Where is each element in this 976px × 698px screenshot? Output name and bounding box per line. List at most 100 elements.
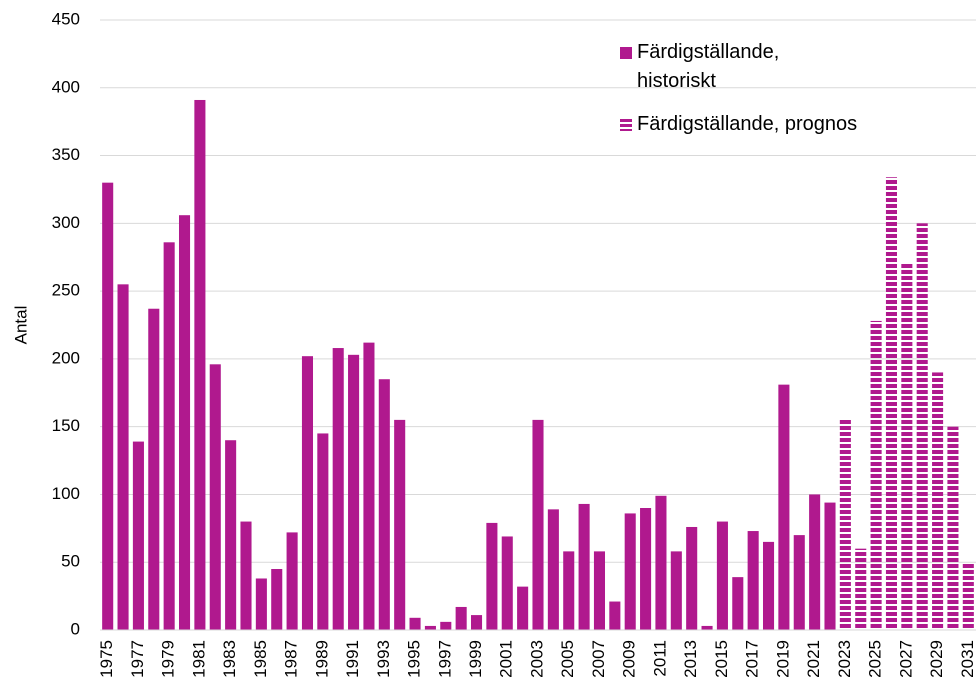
bar bbox=[962, 562, 974, 630]
bar bbox=[686, 526, 698, 630]
x-tick-label: 1991 bbox=[343, 640, 362, 678]
bar bbox=[409, 617, 421, 630]
y-tick-label: 250 bbox=[52, 281, 80, 300]
x-tick-label: 1993 bbox=[374, 640, 393, 678]
bar bbox=[947, 426, 959, 630]
x-tick-label: 2015 bbox=[712, 640, 731, 678]
x-tick-label: 2007 bbox=[589, 640, 608, 678]
bar bbox=[148, 308, 160, 630]
bar bbox=[732, 577, 744, 630]
bar bbox=[701, 625, 713, 630]
x-tick-label: 1985 bbox=[251, 640, 270, 678]
bar bbox=[132, 441, 144, 630]
bar bbox=[640, 508, 652, 630]
x-tick-label: 1983 bbox=[220, 640, 239, 678]
legend-swatch bbox=[620, 47, 632, 59]
x-tick-label: 1989 bbox=[312, 640, 331, 678]
x-tick-label: 2003 bbox=[527, 640, 546, 678]
bar bbox=[424, 625, 436, 630]
x-tick-label: 2029 bbox=[927, 640, 946, 678]
bar bbox=[348, 354, 360, 630]
bar bbox=[885, 177, 898, 630]
bar bbox=[762, 541, 775, 630]
x-tick-label: 2001 bbox=[497, 640, 516, 678]
bar bbox=[901, 264, 913, 630]
x-tick-label: 2031 bbox=[958, 640, 976, 678]
y-tick-label: 350 bbox=[52, 145, 80, 164]
legend-label: Färdigställande, prognos bbox=[637, 113, 858, 135]
bar bbox=[532, 419, 544, 630]
x-tick-label: 1981 bbox=[189, 640, 208, 678]
bar bbox=[332, 348, 344, 630]
bar bbox=[286, 532, 298, 630]
bar bbox=[117, 284, 129, 630]
bar bbox=[440, 621, 452, 630]
x-tick-label: 1987 bbox=[282, 640, 301, 678]
bar bbox=[563, 551, 575, 630]
bar bbox=[670, 551, 682, 630]
y-tick-label: 50 bbox=[61, 552, 80, 571]
bar bbox=[178, 215, 191, 630]
bar bbox=[839, 418, 851, 630]
bar bbox=[255, 578, 267, 630]
x-tick-label: 2009 bbox=[620, 640, 639, 678]
bar bbox=[194, 99, 206, 630]
legend-swatch-fill bbox=[620, 47, 632, 59]
x-tick-label: 2023 bbox=[835, 640, 854, 678]
bar bbox=[578, 503, 590, 630]
legend-item: Färdigställande, historiskt bbox=[620, 38, 857, 96]
bar bbox=[517, 586, 529, 630]
legend-item: Färdigställande, prognos bbox=[620, 110, 857, 139]
bar bbox=[102, 182, 114, 630]
x-tick-label: 1999 bbox=[466, 640, 485, 678]
x-tick-label: 2025 bbox=[866, 640, 885, 678]
x-tick-label: 2017 bbox=[743, 640, 762, 678]
bar bbox=[547, 509, 559, 630]
bar bbox=[593, 551, 606, 630]
legend-label: Färdigställande, historiskt bbox=[637, 41, 780, 92]
x-tick-label: 1977 bbox=[128, 640, 147, 678]
bar bbox=[501, 536, 513, 630]
bar bbox=[747, 531, 759, 630]
y-axis-label: Antal bbox=[11, 306, 30, 345]
bar bbox=[378, 379, 390, 630]
x-tick-label: 1979 bbox=[159, 640, 178, 678]
bar bbox=[363, 342, 375, 630]
bar bbox=[225, 440, 237, 630]
y-tick-label: 200 bbox=[52, 348, 80, 367]
legend-swatch-stripe bbox=[620, 124, 632, 127]
y-tick-label: 150 bbox=[52, 416, 80, 435]
bar bbox=[855, 548, 867, 630]
bar bbox=[240, 521, 252, 630]
bar bbox=[394, 419, 406, 630]
x-tick-label: 2021 bbox=[804, 640, 823, 678]
legend-swatch bbox=[620, 119, 632, 131]
x-tick-label: 2019 bbox=[773, 640, 792, 678]
y-tick-label: 400 bbox=[52, 77, 80, 96]
bar bbox=[870, 320, 882, 630]
bar bbox=[716, 521, 728, 630]
y-tick-label: 100 bbox=[52, 484, 80, 503]
y-tick-label: 450 bbox=[52, 9, 80, 28]
bar bbox=[916, 223, 928, 631]
x-tick-label: 2013 bbox=[681, 640, 700, 678]
legend-swatch-stripe bbox=[620, 129, 632, 131]
bar bbox=[609, 601, 621, 630]
x-tick-label: 2005 bbox=[558, 640, 577, 678]
y-tick-label: 0 bbox=[71, 619, 80, 638]
bar bbox=[778, 384, 790, 630]
bar bbox=[163, 242, 175, 631]
bar bbox=[793, 535, 805, 630]
bar bbox=[455, 606, 467, 630]
x-tick-label: 1997 bbox=[435, 640, 454, 678]
bar bbox=[301, 356, 314, 630]
bar bbox=[470, 615, 483, 630]
x-tick-label: 2011 bbox=[650, 640, 669, 677]
bar bbox=[824, 502, 836, 630]
bar bbox=[809, 494, 821, 630]
y-tick-label: 300 bbox=[52, 213, 80, 232]
x-tick-label: 1975 bbox=[97, 640, 116, 678]
x-tick-label: 1995 bbox=[405, 640, 424, 678]
